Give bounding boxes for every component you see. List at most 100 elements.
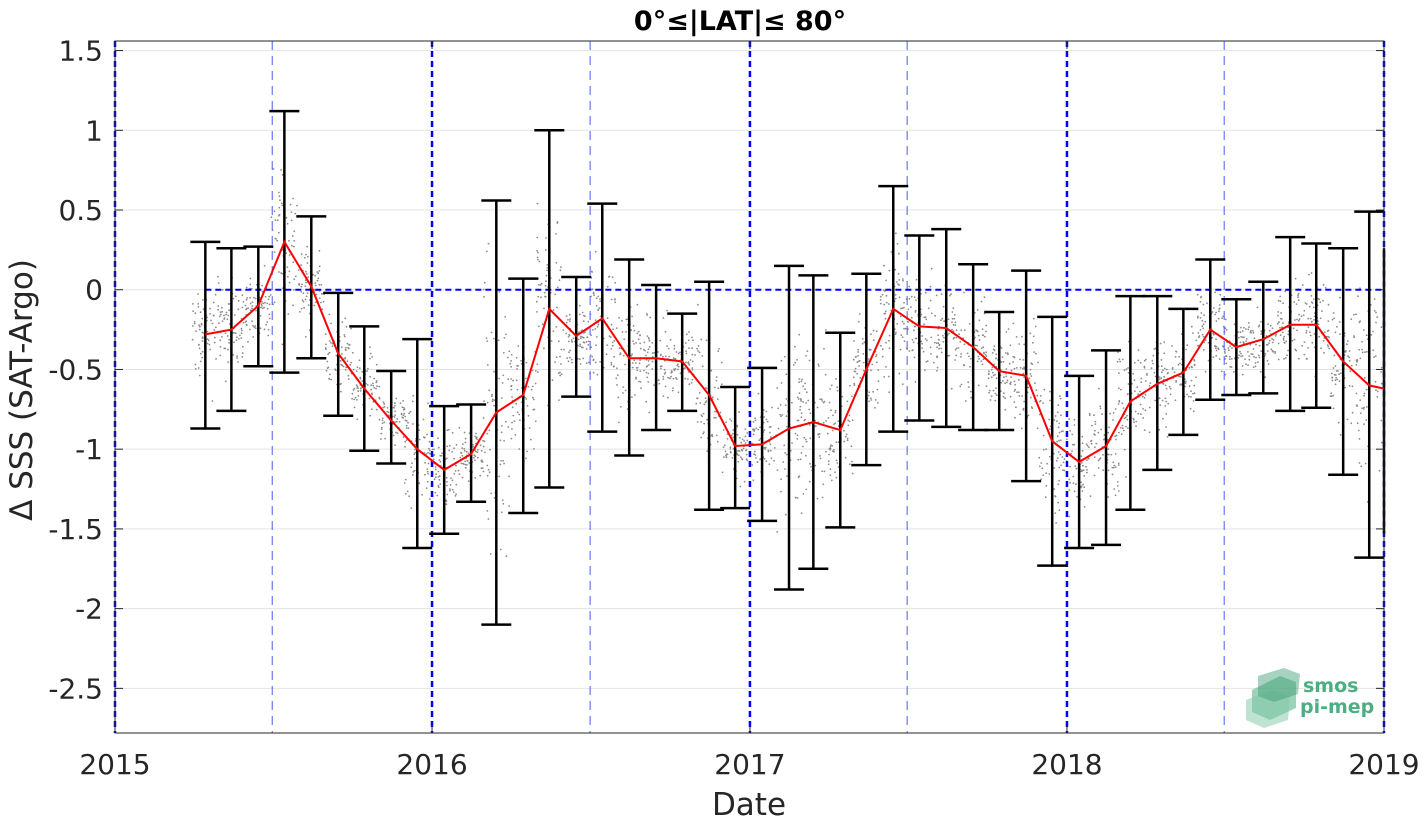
scatter-point bbox=[1334, 383, 1337, 386]
scatter-point bbox=[925, 361, 928, 363]
scatter-point bbox=[580, 346, 583, 349]
scatter-point bbox=[449, 484, 452, 486]
scatter-point bbox=[843, 429, 845, 432]
scatter-point bbox=[685, 361, 687, 364]
scatter-point bbox=[1160, 371, 1163, 374]
scatter-point bbox=[513, 420, 516, 422]
scatter-point bbox=[593, 294, 595, 297]
scatter-point bbox=[475, 437, 478, 440]
scatter-point bbox=[638, 362, 641, 365]
scatter-point bbox=[857, 351, 859, 353]
scatter-point bbox=[1134, 390, 1136, 392]
scatter-point bbox=[1363, 376, 1366, 379]
scatter-point bbox=[716, 440, 719, 443]
scatter-point bbox=[359, 376, 362, 379]
scatter-point bbox=[1028, 377, 1031, 380]
scatter-point bbox=[217, 275, 219, 278]
scatter-point bbox=[555, 262, 558, 264]
scatter-point bbox=[556, 221, 559, 223]
x-axis-title: Date bbox=[712, 787, 786, 819]
scatter-point bbox=[1133, 421, 1135, 424]
scatter-point bbox=[879, 295, 882, 298]
scatter-point bbox=[794, 361, 797, 364]
scatter-point bbox=[646, 335, 649, 337]
scatter-point bbox=[1163, 352, 1166, 355]
scatter-point bbox=[767, 450, 770, 453]
scatter-point bbox=[487, 469, 490, 471]
scatter-point bbox=[1215, 338, 1217, 341]
scatter-point bbox=[1229, 345, 1232, 347]
scatter-point bbox=[318, 297, 321, 300]
scatter-point bbox=[585, 362, 588, 364]
scatter-point bbox=[696, 347, 698, 350]
scatter-point bbox=[636, 303, 639, 306]
scatter-point bbox=[1361, 340, 1363, 343]
scatter-point bbox=[536, 202, 539, 205]
scatter-point bbox=[335, 354, 338, 357]
scatter-point bbox=[714, 410, 716, 413]
scatter-point bbox=[1376, 390, 1379, 393]
scatter-point bbox=[1349, 370, 1352, 373]
scatter-point bbox=[829, 474, 832, 476]
y-tick-label: -2 bbox=[75, 593, 103, 626]
scatter-point bbox=[304, 285, 307, 288]
scatter-point bbox=[247, 341, 249, 343]
scatter-point bbox=[509, 362, 512, 365]
scatter-point bbox=[428, 449, 431, 452]
scatter-point bbox=[433, 478, 436, 481]
scatter-point bbox=[202, 332, 205, 334]
scatter-point bbox=[482, 288, 485, 291]
scatter-point bbox=[237, 338, 240, 340]
scatter-point bbox=[1270, 348, 1273, 351]
scatter-point bbox=[1107, 448, 1110, 450]
scatter-point bbox=[619, 353, 622, 355]
scatter-point bbox=[237, 299, 240, 302]
scatter-point bbox=[855, 356, 857, 358]
scatter-point bbox=[1044, 496, 1047, 499]
scatter-point bbox=[434, 466, 437, 468]
scatter-point bbox=[599, 298, 601, 300]
scatter-point bbox=[1034, 325, 1037, 328]
scatter-point bbox=[671, 389, 674, 392]
scatter-point bbox=[306, 292, 309, 294]
scatter-point bbox=[288, 270, 291, 273]
scatter-point bbox=[213, 329, 216, 331]
scatter-point bbox=[1348, 384, 1351, 387]
scatter-point bbox=[894, 268, 897, 271]
scatter-point bbox=[980, 300, 983, 303]
scatter-point bbox=[969, 357, 972, 360]
scatter-point bbox=[1021, 395, 1024, 397]
scatter-point bbox=[1081, 442, 1084, 445]
scatter-point bbox=[1253, 337, 1256, 340]
x-tick-label: 2018 bbox=[1031, 748, 1102, 781]
scatter-point bbox=[930, 353, 932, 355]
scatter-point bbox=[1063, 469, 1066, 472]
scatter-point bbox=[959, 385, 962, 388]
scatter-point bbox=[1125, 476, 1127, 478]
scatter-point bbox=[1357, 295, 1359, 298]
scatter-point bbox=[317, 277, 320, 280]
scatter-point bbox=[876, 388, 879, 391]
scatter-point bbox=[327, 353, 329, 355]
scatter-point bbox=[325, 343, 327, 346]
scatter-point bbox=[378, 418, 381, 421]
scatter-point bbox=[1153, 371, 1156, 374]
scatter-point bbox=[318, 283, 321, 286]
scatter-point bbox=[1284, 290, 1287, 293]
scatter-point bbox=[1127, 367, 1129, 369]
scatter-point bbox=[732, 432, 734, 435]
scatter-point bbox=[202, 308, 205, 311]
scatter-point bbox=[910, 295, 913, 298]
scatter-point bbox=[802, 385, 805, 388]
scatter-point bbox=[245, 323, 248, 326]
scatter-point bbox=[535, 370, 537, 372]
scatter-point bbox=[402, 399, 404, 402]
scatter-point bbox=[1192, 410, 1195, 413]
scatter-point bbox=[1249, 343, 1252, 346]
scatter-point bbox=[290, 211, 293, 214]
scatter-point bbox=[1295, 303, 1298, 305]
scatter-point bbox=[245, 320, 248, 323]
scatter-point bbox=[1356, 359, 1359, 362]
scatter-point bbox=[1111, 466, 1114, 469]
scatter-point bbox=[418, 429, 420, 431]
